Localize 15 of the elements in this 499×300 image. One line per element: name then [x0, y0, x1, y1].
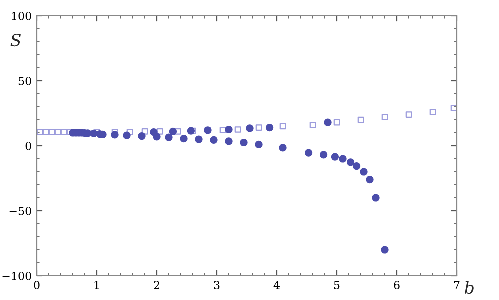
- y-tick-label: −100: [2, 272, 32, 280]
- x-tick-label: 6: [394, 281, 400, 290]
- y-tick-label: 0: [26, 142, 32, 150]
- y-tick-label: −50: [10, 206, 32, 216]
- x-tick-label: 3: [214, 281, 220, 290]
- y-axis-title: S: [10, 34, 21, 47]
- x-tick-label: 4: [274, 281, 280, 290]
- x-tick-label: 5: [334, 281, 340, 290]
- x-tick-label: 1: [94, 281, 99, 290]
- y-tick-label: 50: [18, 76, 32, 86]
- x-axis-title: b: [464, 281, 474, 294]
- x-tick-label: 2: [154, 281, 160, 290]
- x-tick-label: 0: [34, 281, 40, 290]
- y-tick-label: 100: [12, 12, 32, 20]
- x-tick-label: 7: [454, 281, 460, 290]
